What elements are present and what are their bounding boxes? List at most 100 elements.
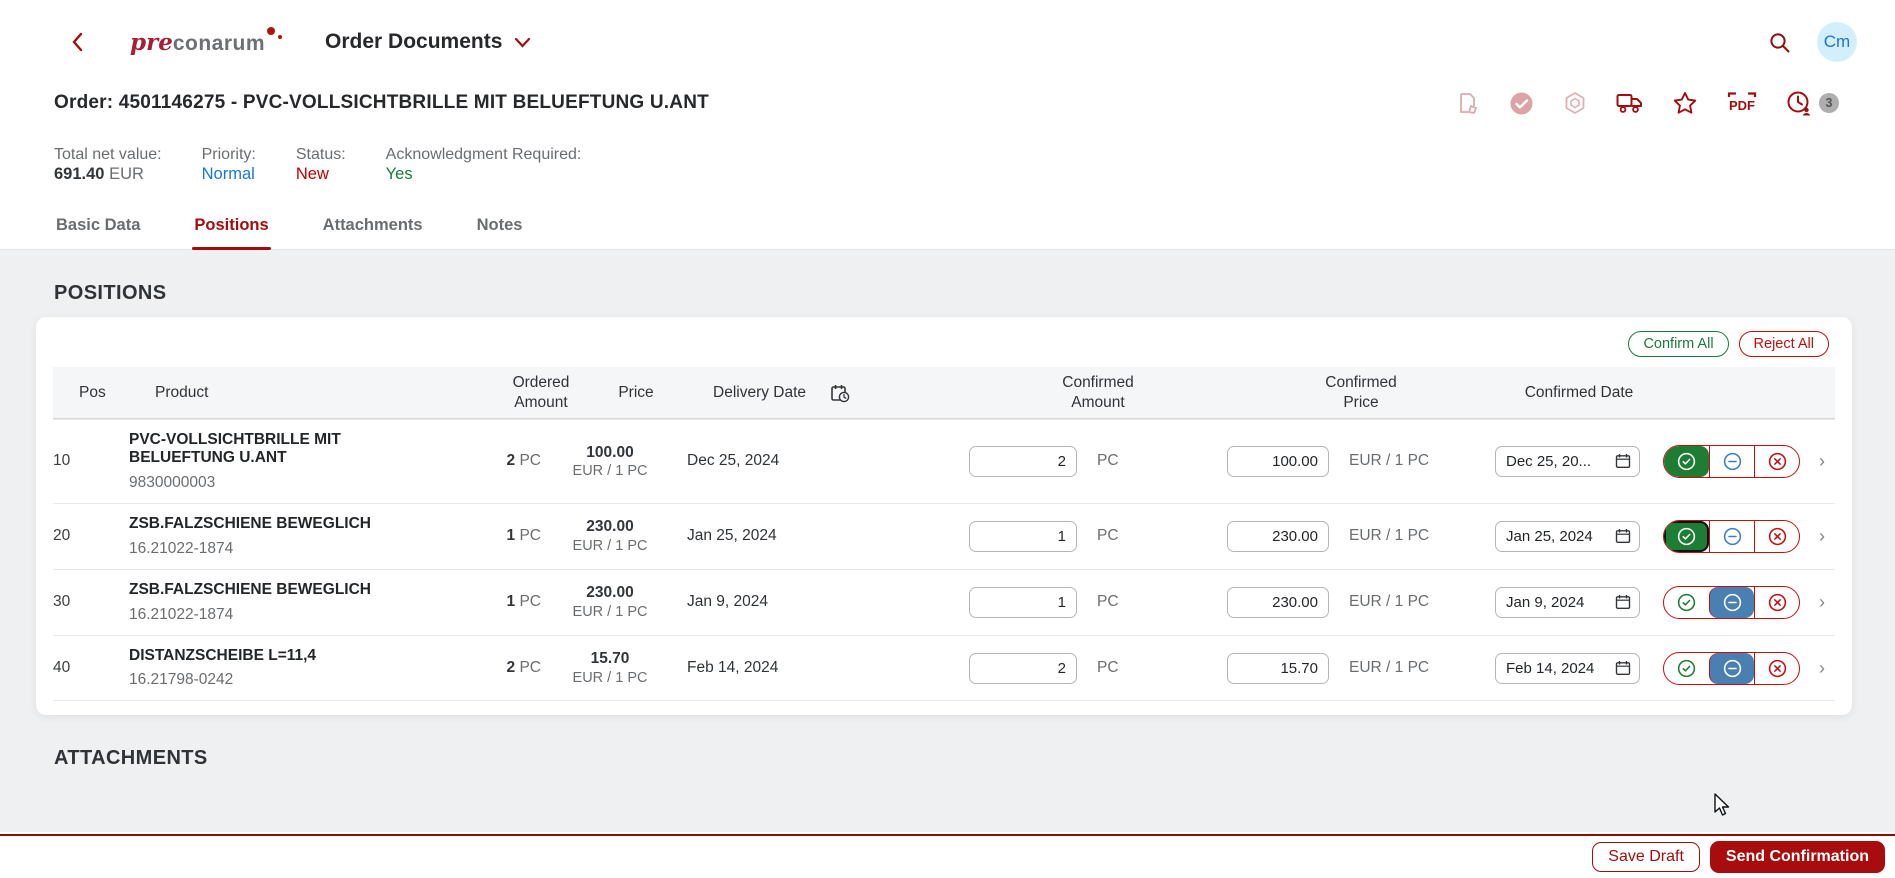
- table-row: 30 ZSB.FALZSCHIENE BEWEGLICH 16.21022-18…: [53, 568, 1835, 635]
- row-actions: [1663, 585, 1809, 619]
- positions-card: Confirm All Reject All Pos Product Order…: [36, 317, 1852, 716]
- confirmed-price-input[interactable]: [1227, 586, 1329, 618]
- order-title: Order: 4501146275 - PVC-VOLLSICHTBRILLE …: [54, 92, 709, 113]
- confirmed-date-picker[interactable]: Jan 25, 2024: [1495, 520, 1640, 552]
- minus-circle-icon: [1723, 527, 1741, 545]
- pdf-export-button[interactable]: PDF: [1727, 91, 1757, 115]
- order-summary: Total net value: 691.40 EUR Priority: No…: [0, 116, 1895, 184]
- confirmed-date-cell: Dec 25, 20...: [1495, 445, 1663, 477]
- order-actions: PDF 3: [1456, 90, 1839, 116]
- tab-notes[interactable]: Notes: [475, 210, 525, 249]
- delivery-button[interactable]: [1616, 92, 1643, 114]
- favorite-button[interactable]: [1672, 91, 1698, 115]
- logo-dot-large: [267, 26, 276, 35]
- confirm-position-button[interactable]: [1664, 520, 1709, 552]
- confirmed-price-input[interactable]: [1227, 652, 1329, 684]
- reject-position-button[interactable]: [1754, 520, 1799, 552]
- confirmed-price-unit: EUR / 1 PC: [1349, 593, 1430, 611]
- page-content: POSITIONS Confirm All Reject All Pos Pro…: [0, 250, 1895, 832]
- undecided-position-button[interactable]: [1709, 652, 1754, 684]
- reject-order-button[interactable]: [1563, 91, 1587, 115]
- product-name: PVC-VOLLSICHTBRILLE MIT BELUEFTUNG U.ANT: [129, 431, 341, 466]
- tab-attachments[interactable]: Attachments: [321, 210, 425, 249]
- confirmed-price-unit: EUR / 1 PC: [1349, 659, 1430, 677]
- product-name: ZSB.FALZSCHIENE BEWEGLICH: [129, 514, 371, 532]
- app-title-menu[interactable]: Order Documents: [325, 30, 531, 54]
- table-row: 20 ZSB.FALZSCHIENE BEWEGLICH 16.21022-18…: [53, 502, 1835, 569]
- top-bar: pre conarum Order Documents Cm: [0, 0, 1895, 84]
- confirmed-amount-unit: PC: [1097, 593, 1119, 611]
- summary-priority: Priority: Normal: [202, 146, 256, 184]
- price-cell: 15.70 EUR / 1 PC: [551, 649, 669, 687]
- table-row: 40 DISTANZSCHEIBE L=11,4 16.21798-0242 2…: [53, 634, 1835, 702]
- reject-all-button[interactable]: Reject All: [1738, 331, 1829, 357]
- confirm-position-button[interactable]: [1664, 653, 1709, 684]
- ordered-qty: 2: [506, 659, 516, 677]
- acknowledgment-value: Yes: [385, 165, 413, 183]
- logo-rest-text: conarum: [172, 31, 266, 55]
- ordered-unit: PC: [519, 527, 541, 545]
- confirmed-price-cell: EUR / 1 PC: [1227, 586, 1495, 618]
- calendar-icon: [1615, 454, 1631, 469]
- history-badge: 3: [1819, 93, 1839, 113]
- search-icon: [1770, 32, 1790, 52]
- confirmed-amount-unit: PC: [1097, 452, 1119, 470]
- total-net-value-number: 691.40: [54, 165, 105, 183]
- history-button[interactable]: [1786, 90, 1812, 116]
- row-actions: [1663, 519, 1809, 553]
- top-bar-right: Cm: [1768, 22, 1895, 62]
- confirmed-amount-input[interactable]: [969, 652, 1077, 684]
- confirmed-price-cell: EUR / 1 PC: [1227, 445, 1495, 477]
- row-details-chevron[interactable]: ›: [1809, 658, 1835, 679]
- price-value: 15.70: [590, 650, 630, 668]
- confirmed-date-picker[interactable]: Jan 9, 2024: [1495, 586, 1640, 618]
- confirmed-amount-input[interactable]: [969, 445, 1077, 477]
- col-header-pos: Pos: [79, 383, 106, 401]
- logo-pre-text: pre: [130, 28, 173, 56]
- reject-position-button[interactable]: [1754, 652, 1799, 684]
- delivery-date-cell: Jan 9, 2024: [687, 593, 769, 611]
- tab-positions[interactable]: Positions: [192, 210, 271, 250]
- attachments-section-title: ATTACHMENTS: [54, 747, 208, 770]
- row-details-chevron[interactable]: ›: [1809, 526, 1835, 547]
- product-code: 16.21798-0242: [129, 671, 234, 689]
- undecided-position-button[interactable]: [1709, 445, 1754, 477]
- confirm-position-button[interactable]: [1664, 445, 1709, 477]
- position-number: 20: [53, 527, 71, 545]
- confirm-order-button[interactable]: [1509, 91, 1534, 116]
- confirmed-price-input[interactable]: [1227, 520, 1329, 552]
- check-circle-icon: [1677, 452, 1696, 470]
- table-header-row: Pos Product Ordered Amount Price Deliver…: [53, 367, 1835, 419]
- back-button[interactable]: [70, 31, 86, 53]
- confirm-position-button[interactable]: [1664, 587, 1709, 618]
- row-details-chevron[interactable]: ›: [1809, 451, 1835, 472]
- clock-user-icon: [1787, 91, 1811, 116]
- row-details-chevron[interactable]: ›: [1809, 592, 1835, 613]
- calendar-clock-icon[interactable]: [830, 383, 850, 403]
- price-unit: EUR / 1 PC: [572, 603, 648, 620]
- confirmed-price-input[interactable]: [1227, 445, 1329, 477]
- confirmed-date-picker[interactable]: Feb 14, 2024: [1495, 652, 1640, 684]
- price-cell: 100.00 EUR / 1 PC: [551, 443, 669, 481]
- undecided-position-button[interactable]: [1709, 520, 1754, 552]
- confirm-all-button[interactable]: Confirm All: [1628, 331, 1729, 357]
- reject-position-button[interactable]: [1754, 586, 1799, 618]
- acknowledgment-label: Acknowledgment Required:: [385, 146, 582, 163]
- user-avatar[interactable]: Cm: [1817, 22, 1857, 62]
- minus-circle-icon: [1723, 452, 1741, 470]
- positions-section-title: POSITIONS: [54, 282, 167, 304]
- confirmed-amount-input[interactable]: [969, 520, 1077, 552]
- search-button[interactable]: [1768, 31, 1791, 54]
- reject-position-button[interactable]: [1754, 445, 1799, 477]
- check-circle-icon: [1677, 659, 1696, 677]
- confirmation-action-group: [1663, 444, 1800, 478]
- send-confirmation-button[interactable]: Send Confirmation: [1709, 841, 1885, 873]
- undecided-position-button[interactable]: [1709, 586, 1754, 618]
- confirmed-date-picker[interactable]: Dec 25, 20...: [1495, 445, 1640, 477]
- save-draft-button[interactable]: Save Draft: [1592, 842, 1700, 872]
- confirmed-amount-input[interactable]: [969, 586, 1077, 618]
- edit-order-button[interactable]: [1456, 91, 1480, 115]
- tab-basic-data[interactable]: Basic Data: [54, 210, 142, 249]
- confirmed-amount-cell: PC: [969, 586, 1227, 618]
- calendar-icon: [1615, 529, 1631, 544]
